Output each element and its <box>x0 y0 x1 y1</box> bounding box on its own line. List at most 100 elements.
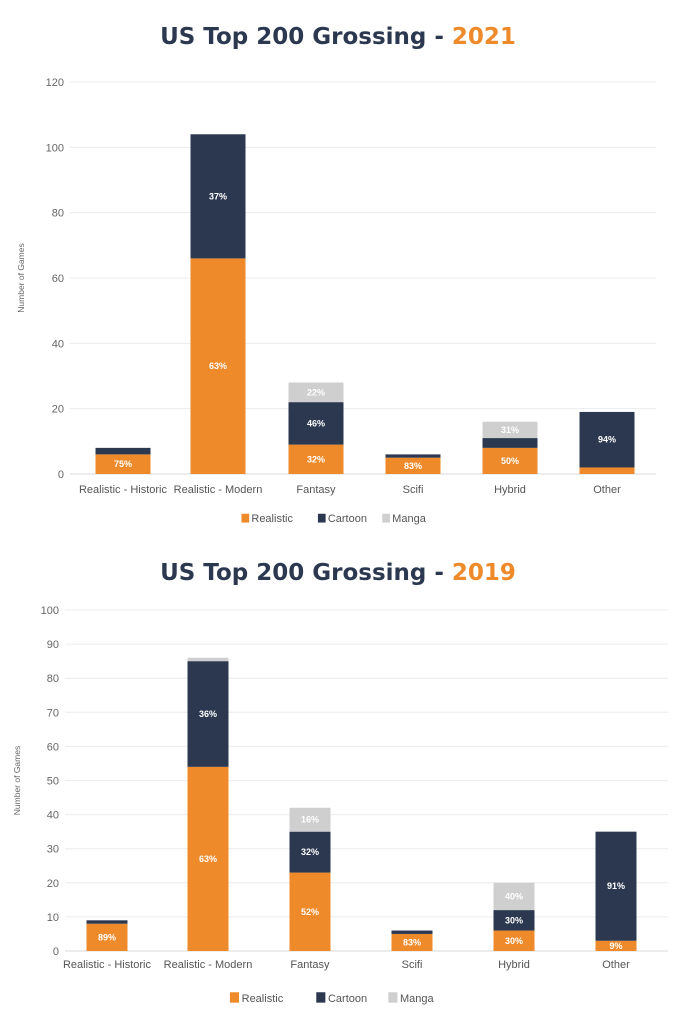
bar-segment-manga <box>493 882 535 911</box>
data-label: 83% <box>403 937 421 947</box>
data-label: 46% <box>307 418 325 428</box>
chart-title: US Top 200 Grossing - 2019 <box>160 560 516 586</box>
bar-segment-cartoon <box>595 831 637 941</box>
bar-segment-realistic <box>385 457 441 474</box>
bar-segment-cartoon <box>579 411 635 468</box>
legend-swatch-realistic <box>229 992 240 1003</box>
x-tick-label: Hybrid <box>498 959 530 971</box>
bar-segment-cartoon <box>391 930 433 934</box>
bar-segment-realistic <box>493 930 535 951</box>
y-axis-label: Number of Games <box>12 746 22 815</box>
bar-segment-manga <box>289 807 331 832</box>
chart-title-year: 2021 <box>452 24 516 50</box>
x-tick-label: Hybrid <box>494 484 526 496</box>
legend-label: Cartoon <box>328 513 367 525</box>
data-label: 89% <box>98 932 116 942</box>
bar-segment-cartoon <box>289 831 331 873</box>
chart-title-text: US Top 200 Grossing - <box>160 24 452 50</box>
legend-swatch-realistic <box>241 513 250 523</box>
bar-segment-manga <box>288 382 344 403</box>
y-tick-label: 50 <box>47 776 59 788</box>
y-tick-label: 60 <box>52 273 64 285</box>
legend-swatch-cartoon <box>316 992 326 1003</box>
y-tick-label: 90 <box>47 639 59 651</box>
x-tick-label: Realistic - Modern <box>174 484 263 496</box>
data-label: 50% <box>501 456 519 466</box>
x-tick-label: Scifi <box>402 959 423 971</box>
legend-label: Realistic <box>242 993 284 1005</box>
data-label: 31% <box>501 425 519 435</box>
bar-segment-cartoon <box>187 661 229 767</box>
y-tick-label: 100 <box>41 605 59 617</box>
bar-segment-cartoon <box>95 447 151 455</box>
data-label: 36% <box>199 709 217 719</box>
y-tick-label: 100 <box>46 142 64 154</box>
data-label: 9% <box>609 941 622 951</box>
y-tick-label: 40 <box>47 810 59 822</box>
bar-segment-realistic <box>482 447 538 474</box>
chart-title-text: US Top 200 Grossing - <box>160 560 452 586</box>
y-axis-label: Number of Games <box>16 243 26 312</box>
legend-swatch-manga <box>388 992 398 1003</box>
y-tick-label: 10 <box>47 912 59 924</box>
bar-segment-cartoon <box>482 438 538 448</box>
bar-segment-realistic <box>289 872 331 951</box>
legend-label: Realistic <box>251 513 293 525</box>
data-label: 63% <box>199 854 217 864</box>
x-tick-label: Realistic - Historic <box>63 959 152 971</box>
bar-segment-realistic <box>86 923 128 951</box>
x-tick-label: Fantasy <box>290 959 330 971</box>
x-tick-label: Other <box>602 959 630 971</box>
data-label: 22% <box>307 387 325 397</box>
bar-segment-realistic <box>391 933 433 951</box>
bar-segment-cartoon <box>86 920 128 924</box>
y-tick-label: 80 <box>47 673 59 685</box>
bar-segment-realistic <box>288 444 344 474</box>
bar-segment-realistic <box>95 454 151 474</box>
y-tick-label: 0 <box>53 946 59 958</box>
chart-2021: US Top 200 Grossing - 2021 0 20 40 60 80 100 12… <box>16 24 656 525</box>
x-tick-label: Realistic - Modern <box>164 959 253 971</box>
data-label: 91% <box>607 881 625 891</box>
data-label: 30% <box>505 915 523 925</box>
y-tick-label: 30 <box>47 844 59 856</box>
bar-segment-cartoon <box>190 134 246 259</box>
y-tick-label: 60 <box>47 741 59 753</box>
y-tick-label: 20 <box>52 404 64 416</box>
data-label: 63% <box>209 361 227 371</box>
legend-label: Manga <box>400 993 435 1005</box>
data-label: 40% <box>505 891 523 901</box>
chart-title-year: 2019 <box>452 560 516 586</box>
bar-segment-realistic <box>187 766 229 951</box>
chart-2019: US Top 200 Grossing - 2019 0 10 20 30 40 50 60 7… <box>12 560 668 1005</box>
bar-segment-manga <box>482 421 538 439</box>
x-tick-label: Fantasy <box>296 484 336 496</box>
bar-segment-cartoon <box>493 910 535 931</box>
bar-segment-realistic <box>595 940 637 951</box>
x-tick-label: Other <box>593 484 621 496</box>
legend-swatch-manga <box>382 513 390 523</box>
legend-swatch-cartoon <box>317 513 326 523</box>
y-tick-label: 70 <box>47 707 59 719</box>
y-tick-label: 0 <box>58 469 64 481</box>
y-tick-label: 40 <box>52 338 64 350</box>
data-label: 37% <box>209 191 227 201</box>
legend-label: Cartoon <box>328 993 367 1005</box>
data-label: 94% <box>598 435 616 445</box>
data-label: 75% <box>114 459 132 469</box>
data-label: 32% <box>301 847 319 857</box>
data-label: 32% <box>307 454 325 464</box>
legend-label: Manga <box>392 513 427 525</box>
bar-segment-realistic <box>579 467 635 474</box>
data-label: 83% <box>404 461 422 471</box>
bar-segment-manga <box>187 657 229 662</box>
data-label: 52% <box>301 907 319 917</box>
data-label: 30% <box>505 936 523 946</box>
bar-segment-realistic <box>190 258 246 474</box>
bar-segment-cartoon <box>288 402 344 445</box>
y-tick-label: 20 <box>47 878 59 890</box>
bar-segment-cartoon <box>385 454 441 458</box>
data-label: 16% <box>301 815 319 825</box>
x-tick-label: Scifi <box>403 484 424 496</box>
